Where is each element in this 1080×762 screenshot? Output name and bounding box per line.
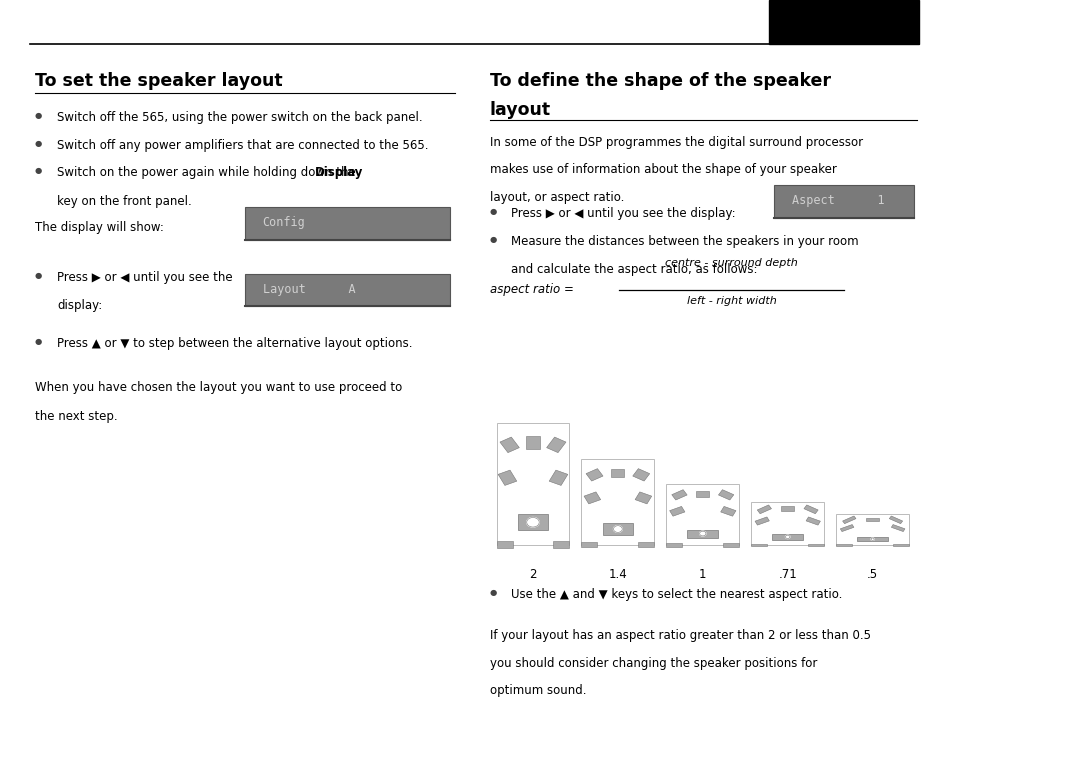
Circle shape	[527, 517, 539, 527]
Text: Switch off the 565, using the power switch on the back panel.: Switch off the 565, using the power swit…	[57, 111, 422, 124]
FancyBboxPatch shape	[546, 437, 566, 453]
FancyBboxPatch shape	[549, 470, 568, 485]
Text: Use the ▲ and ▼ keys to select the nearest aspect ratio.: Use the ▲ and ▼ keys to select the neare…	[512, 588, 842, 601]
FancyBboxPatch shape	[769, 0, 919, 44]
FancyBboxPatch shape	[611, 469, 624, 478]
FancyBboxPatch shape	[245, 274, 449, 306]
Text: key on the front panel.: key on the front panel.	[57, 195, 191, 208]
FancyBboxPatch shape	[757, 505, 771, 514]
FancyBboxPatch shape	[836, 544, 852, 546]
FancyBboxPatch shape	[840, 524, 854, 532]
Text: display:: display:	[57, 299, 103, 312]
FancyBboxPatch shape	[718, 490, 733, 500]
FancyBboxPatch shape	[752, 501, 824, 545]
FancyBboxPatch shape	[772, 534, 804, 539]
Text: layout: layout	[489, 101, 551, 119]
Text: ●: ●	[489, 588, 497, 597]
FancyBboxPatch shape	[498, 470, 516, 485]
FancyBboxPatch shape	[497, 541, 513, 549]
FancyBboxPatch shape	[584, 492, 600, 504]
FancyBboxPatch shape	[842, 516, 856, 523]
Text: .71: .71	[779, 568, 797, 581]
FancyBboxPatch shape	[893, 544, 909, 546]
Text: Press ▲ or ▼ to step between the alternative layout options.: Press ▲ or ▼ to step between the alterna…	[57, 337, 413, 350]
Circle shape	[613, 526, 622, 533]
FancyBboxPatch shape	[500, 437, 519, 453]
Text: makes use of information about the shape of your speaker: makes use of information about the shape…	[489, 163, 836, 176]
FancyBboxPatch shape	[666, 484, 739, 545]
FancyBboxPatch shape	[858, 537, 888, 541]
Text: ●: ●	[35, 111, 42, 120]
Text: Aspect      1: Aspect 1	[793, 194, 885, 207]
FancyBboxPatch shape	[603, 523, 633, 535]
Text: If your layout has an aspect ratio greater than 2 or less than 0.5: If your layout has an aspect ratio great…	[489, 629, 870, 642]
FancyBboxPatch shape	[526, 437, 540, 449]
FancyBboxPatch shape	[804, 505, 819, 514]
Text: 1: 1	[699, 568, 706, 581]
Text: Configuring the digital surround processor: Configuring the digital surround process…	[1035, 316, 1044, 537]
FancyBboxPatch shape	[724, 543, 739, 546]
Text: To define the shape of the speaker: To define the shape of the speaker	[489, 72, 831, 91]
Text: The display will show:: The display will show:	[35, 221, 164, 234]
Text: Config: Config	[262, 216, 306, 229]
FancyBboxPatch shape	[891, 524, 905, 532]
FancyBboxPatch shape	[774, 185, 914, 218]
FancyBboxPatch shape	[497, 423, 569, 545]
FancyBboxPatch shape	[752, 543, 767, 546]
Text: layout, or aspect ratio.: layout, or aspect ratio.	[489, 190, 624, 203]
FancyBboxPatch shape	[670, 507, 685, 516]
Text: ●: ●	[489, 207, 497, 216]
Text: and calculate the aspect ratio, as follows:: and calculate the aspect ratio, as follo…	[512, 263, 758, 276]
Text: ●: ●	[35, 166, 42, 175]
Text: To set the speaker layout: To set the speaker layout	[35, 72, 283, 91]
Text: .5: .5	[867, 568, 878, 581]
FancyBboxPatch shape	[635, 492, 651, 504]
Text: In some of the DSP programmes the digital surround processor: In some of the DSP programmes the digita…	[489, 136, 863, 149]
FancyBboxPatch shape	[688, 530, 718, 537]
Text: Display: Display	[314, 166, 363, 179]
FancyBboxPatch shape	[581, 543, 597, 547]
FancyBboxPatch shape	[781, 506, 794, 511]
Text: Switch on the power again while holding down the: Switch on the power again while holding …	[57, 166, 360, 179]
FancyBboxPatch shape	[806, 517, 821, 525]
Text: ●: ●	[35, 337, 42, 346]
Circle shape	[872, 538, 874, 540]
Circle shape	[785, 535, 789, 539]
FancyBboxPatch shape	[553, 541, 569, 549]
Text: ●: ●	[35, 271, 42, 280]
FancyBboxPatch shape	[720, 507, 735, 516]
FancyBboxPatch shape	[697, 491, 710, 497]
Text: centre - surround depth: centre - surround depth	[665, 258, 798, 268]
FancyBboxPatch shape	[581, 459, 654, 545]
Text: Layout      A: Layout A	[262, 283, 355, 296]
Text: When you have chosen the layout you want to use proceed to: When you have chosen the layout you want…	[35, 381, 402, 394]
Text: the next step.: the next step.	[35, 410, 118, 423]
Text: Press ▶ or ◀ until you see the: Press ▶ or ◀ until you see the	[57, 271, 232, 283]
Text: you should consider changing the speaker positions for: you should consider changing the speaker…	[489, 657, 816, 670]
Text: aspect ratio =: aspect ratio =	[489, 283, 573, 296]
Text: optimum sound.: optimum sound.	[489, 684, 586, 697]
Text: left - right width: left - right width	[687, 296, 777, 306]
Circle shape	[700, 531, 706, 536]
FancyBboxPatch shape	[889, 516, 903, 523]
FancyBboxPatch shape	[666, 543, 683, 546]
FancyBboxPatch shape	[517, 514, 549, 530]
Text: 2: 2	[529, 568, 537, 581]
FancyBboxPatch shape	[638, 543, 654, 547]
FancyBboxPatch shape	[755, 517, 769, 525]
Text: 25: 25	[1030, 713, 1049, 727]
FancyBboxPatch shape	[633, 469, 650, 481]
Text: 1.4: 1.4	[608, 568, 627, 581]
Text: ●: ●	[35, 139, 42, 148]
Text: ●: ●	[489, 235, 497, 245]
FancyBboxPatch shape	[672, 490, 687, 500]
Text: Switch off any power amplifiers that are connected to the 565.: Switch off any power amplifiers that are…	[57, 139, 429, 152]
Text: Press ▶ or ◀ until you see the display:: Press ▶ or ◀ until you see the display:	[512, 207, 737, 219]
Text: Measure the distances between the speakers in your room: Measure the distances between the speake…	[512, 235, 859, 248]
FancyBboxPatch shape	[808, 543, 824, 546]
FancyBboxPatch shape	[245, 207, 449, 240]
FancyBboxPatch shape	[836, 514, 909, 545]
FancyBboxPatch shape	[866, 517, 879, 520]
FancyBboxPatch shape	[586, 469, 603, 481]
